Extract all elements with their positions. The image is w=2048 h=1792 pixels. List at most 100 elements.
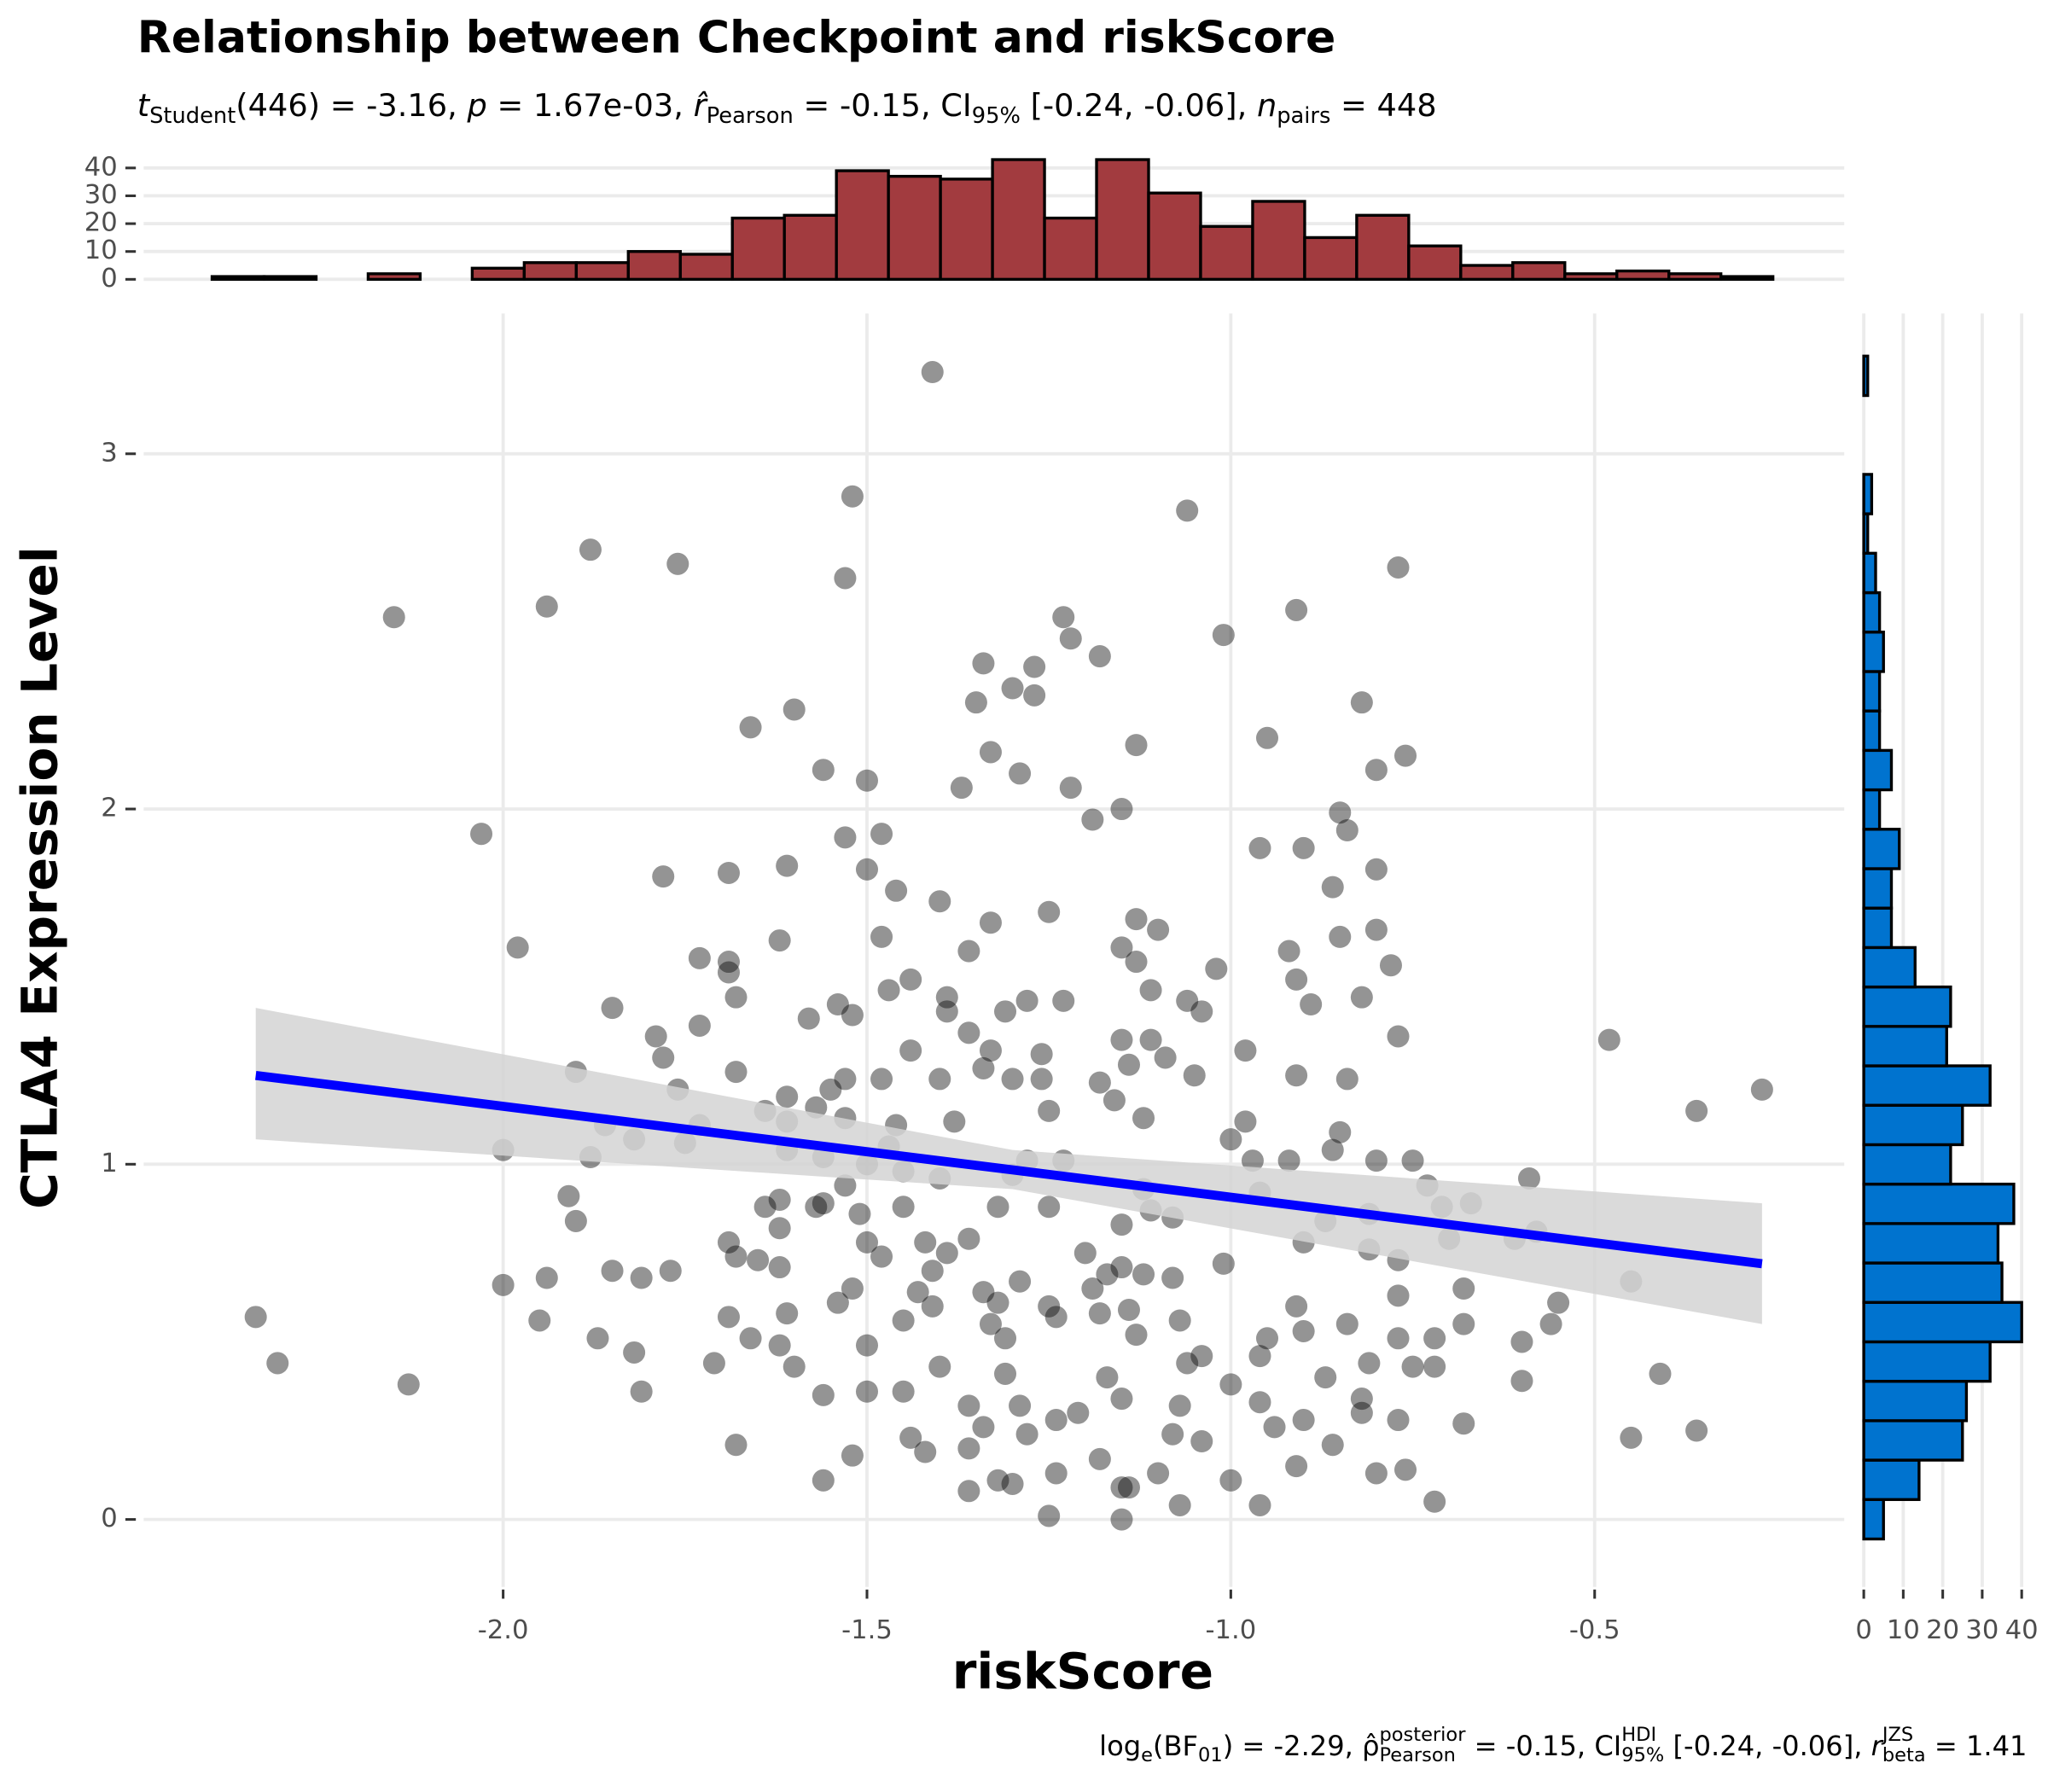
histogram-bar [1251,200,1306,282]
point [776,854,799,877]
point [724,1245,748,1268]
point [1038,1504,1061,1527]
point [1038,1295,1061,1318]
point [972,1416,995,1439]
point [783,698,806,721]
point [1139,979,1162,1002]
point [914,1440,937,1463]
point [1285,1295,1308,1318]
point [805,1196,828,1219]
histogram-bar [939,177,994,282]
point [1073,1242,1097,1265]
point [994,1000,1017,1023]
histogram-bar [262,275,318,282]
point [535,1266,558,1289]
point [630,1380,653,1403]
point [768,929,791,952]
histogram-bar [1862,867,1894,910]
histogram-bar [1511,261,1567,282]
point [1125,1324,1148,1347]
histogram-bar [1862,709,1882,753]
point [1110,798,1133,821]
point [1009,762,1032,785]
point [1132,1107,1155,1130]
point [1510,1370,1533,1393]
point [972,1281,995,1304]
point [1597,1028,1620,1051]
y-tick-label: 3 [101,438,117,468]
point [1329,1120,1352,1143]
point [892,1196,915,1219]
point [717,861,740,884]
point [1285,1455,1308,1478]
point [1321,876,1344,899]
point [1387,1327,1410,1350]
point [1015,989,1039,1012]
point [1510,1330,1533,1353]
point [1241,1149,1264,1172]
point [1009,1270,1032,1293]
histogram-bar [1862,1379,1969,1423]
point [1277,1149,1300,1172]
text-segment: = -0.15, CI [794,87,972,124]
point [841,485,864,508]
point [921,1295,944,1318]
point [768,1334,791,1357]
point [892,1309,915,1332]
point [841,1277,864,1300]
histogram-bar [1862,1458,1921,1501]
point [826,992,849,1016]
point [1052,606,1075,629]
point [768,1188,791,1211]
point [1190,1345,1213,1368]
point [906,1281,929,1304]
subscript: beta [1882,1744,1926,1766]
x-axis-label: riskScore [952,1642,1213,1700]
y-tick-label: 0 [101,1504,117,1533]
point [885,879,908,902]
point [1081,808,1104,831]
point [1292,1319,1315,1342]
point [877,979,900,1002]
point [1088,1447,1111,1470]
x-tick-label: 0 [1855,1615,1871,1645]
point [1401,1355,1424,1378]
point [870,1068,893,1091]
histogram-bar [1459,264,1515,282]
histogram-bar [1862,1419,1964,1462]
point [1379,954,1402,977]
point [739,716,762,739]
point [1110,936,1133,959]
point [1364,1149,1388,1172]
point [812,1383,835,1406]
point [1350,691,1373,714]
histogram-bar [1147,191,1202,282]
point [1358,1352,1381,1375]
histogram-bar [522,261,579,282]
point [812,759,835,782]
histogram-bar [1862,945,1917,989]
point [382,606,405,629]
text-segment: t [137,87,151,124]
point [1081,1277,1104,1300]
text-segment: = -0.15, CI [1465,1730,1621,1762]
histogram-bar [1862,828,1901,870]
text-segment: r̂ [694,87,709,124]
point [1335,1312,1359,1335]
text-segment: n [1257,87,1277,124]
point [1052,989,1075,1012]
point [812,1192,835,1215]
point [1255,726,1279,749]
x-tick-label: -1.0 [1205,1615,1256,1645]
point [724,1434,748,1457]
point [724,1061,748,1084]
point [702,1352,725,1375]
point [986,1291,1009,1314]
rich-text: t Student (446) = -3.16, p = 1.67e-03, r̂ P… [137,87,1437,129]
point [266,1352,289,1375]
point [841,1004,864,1027]
point [1234,1039,1257,1062]
point [1335,819,1359,842]
